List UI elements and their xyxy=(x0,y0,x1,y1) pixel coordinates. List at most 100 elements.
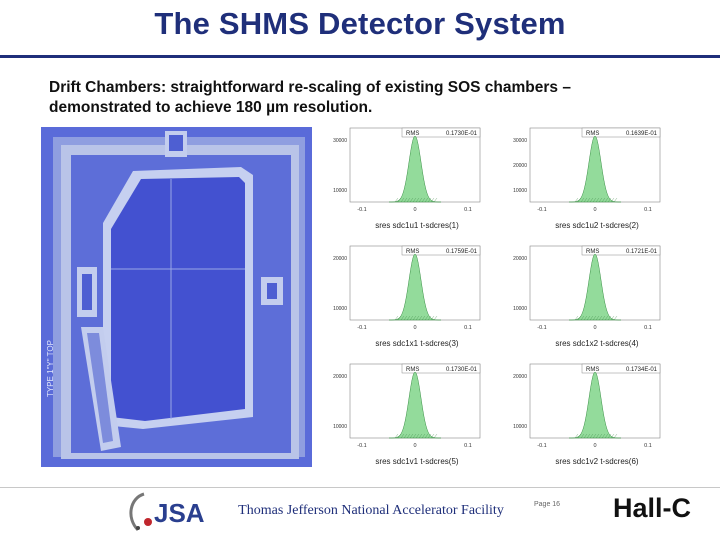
hatch-line xyxy=(433,197,438,203)
rms-value: 0.1721E-01 xyxy=(626,249,658,255)
hatch-line xyxy=(592,197,597,203)
hatch-line xyxy=(607,197,612,203)
hatch-line xyxy=(406,433,411,439)
hatch-line xyxy=(592,433,597,439)
rms-value: 0.1730E-01 xyxy=(446,367,478,373)
drift-chamber-photo: TYPE 1"Y" TOP xyxy=(41,127,312,467)
hatch-line xyxy=(607,433,612,439)
hatch-line xyxy=(580,433,585,439)
hatch-line xyxy=(574,197,579,203)
jsa-logo-text: JSA xyxy=(154,498,205,528)
hatch-line xyxy=(577,315,582,321)
y-tick-label: 20000 xyxy=(513,256,527,262)
x-tick-label: 0 xyxy=(593,207,596,213)
histogram-caption: sres sdc1u1 t-sdcres(1) xyxy=(375,221,459,230)
hatch-line xyxy=(403,197,408,203)
hatch-line xyxy=(418,315,423,321)
x-tick-label: -0.1 xyxy=(537,325,546,331)
hatch-line xyxy=(595,433,600,439)
x-tick-label: -0.1 xyxy=(537,443,546,449)
x-tick-label: -0.1 xyxy=(357,443,366,449)
x-tick-label: 0.1 xyxy=(464,443,472,449)
y-tick-label: 20000 xyxy=(513,163,527,169)
hatch-line xyxy=(601,315,606,321)
x-tick-label: -0.1 xyxy=(357,325,366,331)
histogram-panel: RMS 0.1721E-01 20000 10000 -0.1 0 0.1 sres sdc1… xyxy=(513,245,661,348)
hatch-line xyxy=(595,315,600,321)
hatch-line xyxy=(406,197,411,203)
hatch-line xyxy=(406,315,411,321)
histogram-peak xyxy=(569,135,621,203)
hatch-line xyxy=(580,315,585,321)
hatch-line xyxy=(613,315,618,321)
hatch-line xyxy=(610,315,615,321)
rms-box xyxy=(401,127,481,138)
hatch-line xyxy=(613,197,618,203)
hatch-line xyxy=(592,315,597,321)
hatch-line xyxy=(433,315,438,321)
x-tick-label: 0.1 xyxy=(644,207,652,213)
chamber-side-label: TYPE 1"Y" TOP xyxy=(46,340,55,397)
rms-label: RMS xyxy=(406,249,419,255)
hatch-line xyxy=(397,433,402,439)
y-tick-label: 20000 xyxy=(513,374,527,380)
hatch-line xyxy=(589,433,594,439)
lab-name: Thomas Jefferson National Accelerator Fa… xyxy=(238,503,504,518)
hatch-line xyxy=(394,315,399,321)
title-rule xyxy=(0,55,720,58)
x-tick-label: 0.1 xyxy=(644,325,652,331)
hatch-line xyxy=(577,433,582,439)
hatch-line xyxy=(604,315,609,321)
hatch-line xyxy=(433,433,438,439)
rms-box xyxy=(581,245,661,256)
histogram-peak xyxy=(389,135,441,203)
y-tick-label: 30000 xyxy=(333,138,347,144)
footer-rule xyxy=(0,487,720,488)
hatch-line xyxy=(430,433,435,439)
rms-label: RMS xyxy=(586,249,599,255)
hatch-line xyxy=(409,315,414,321)
hatch-line xyxy=(421,433,426,439)
hatch-line xyxy=(589,197,594,203)
x-tick-label: -0.1 xyxy=(357,207,366,213)
hatch-line xyxy=(427,315,432,321)
hatch-line xyxy=(598,433,603,439)
histogram-caption: sres sdc1x2 t-sdcres(4) xyxy=(555,339,638,348)
x-tick-label: 0 xyxy=(413,325,416,331)
hatch-line xyxy=(394,197,399,203)
hatch-line xyxy=(427,433,432,439)
hatch-line xyxy=(589,315,594,321)
histogram-caption: sres sdc1v1 t-sdcres(5) xyxy=(375,457,458,466)
rms-label: RMS xyxy=(586,367,599,373)
hatch-line xyxy=(604,433,609,439)
hatch-line xyxy=(610,433,615,439)
x-tick-label: 0 xyxy=(593,443,596,449)
histogram-caption: sres sdc1u2 t-sdcres(2) xyxy=(555,221,639,230)
x-tick-label: -0.1 xyxy=(537,207,546,213)
y-tick-label: 10000 xyxy=(333,306,347,312)
hatch-line xyxy=(574,433,579,439)
description-line-1: Drift Chambers: straightforward re-scali… xyxy=(49,79,571,96)
slide-description: Drift Chambers: straightforward re-scali… xyxy=(49,78,689,118)
hatch-line xyxy=(610,197,615,203)
rms-box xyxy=(401,363,481,374)
histogram-caption: sres sdc1x1 t-sdcres(3) xyxy=(375,339,458,348)
rms-value: 0.1639E-01 xyxy=(626,131,658,137)
hatch-line xyxy=(397,197,402,203)
x-tick-label: 0 xyxy=(413,207,416,213)
histogram-panel: RMS 0.1730E-01 20000 10000 -0.1 0 0.1 sres sdc1… xyxy=(333,363,481,466)
hatch-line xyxy=(574,315,579,321)
y-tick-label: 10000 xyxy=(513,188,527,194)
hatch-line xyxy=(424,433,429,439)
x-tick-label: 0 xyxy=(593,325,596,331)
hatch-line xyxy=(397,315,402,321)
y-tick-label: 30000 xyxy=(513,138,527,144)
rms-value: 0.1730E-01 xyxy=(446,131,478,137)
hatch-line xyxy=(598,315,603,321)
histogram-peak xyxy=(569,371,621,439)
page-number: Page 16 xyxy=(534,501,561,508)
y-tick-label: 10000 xyxy=(333,188,347,194)
hatch-line xyxy=(613,433,618,439)
hatch-line xyxy=(583,433,588,439)
hatch-line xyxy=(430,315,435,321)
